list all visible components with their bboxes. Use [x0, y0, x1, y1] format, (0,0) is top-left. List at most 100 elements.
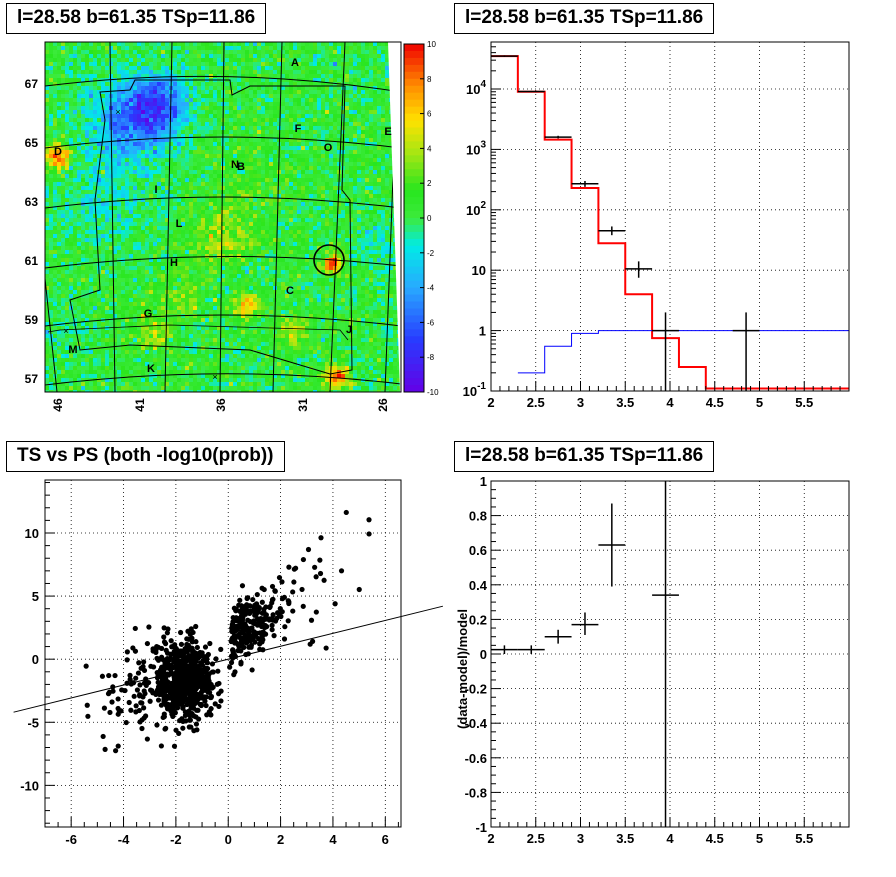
map-pixel — [253, 102, 257, 106]
map-pixel — [137, 262, 141, 266]
map-pixel — [213, 118, 217, 122]
map-pixel — [361, 98, 365, 102]
map-pixel — [205, 250, 209, 254]
map-pixel — [189, 230, 193, 234]
map-pixel — [233, 130, 237, 134]
map-pixel — [325, 158, 329, 162]
map-pixel — [277, 182, 281, 186]
map-pixel — [153, 238, 157, 242]
map-pixel — [237, 74, 241, 78]
map-pixel — [85, 90, 89, 94]
map-pixel — [317, 50, 321, 54]
map-pixel — [137, 226, 141, 230]
map-pixel — [389, 178, 393, 182]
map-pixel — [137, 82, 141, 86]
map-pixel — [357, 138, 361, 142]
map-pixel — [293, 110, 297, 114]
map-pixel — [261, 146, 265, 150]
map-pixel — [197, 86, 201, 90]
map-pixel — [245, 246, 249, 250]
map-pixel — [193, 222, 197, 226]
map-pixel — [85, 150, 89, 154]
map-pixel — [301, 206, 305, 210]
map-pixel — [333, 246, 337, 250]
map-pixel — [253, 70, 257, 74]
map-pixel — [205, 118, 209, 122]
map-pixel — [309, 230, 313, 234]
map-pixel — [101, 118, 105, 122]
map-pixel — [261, 162, 265, 166]
map-pixel — [333, 58, 337, 62]
map-pixel — [233, 226, 237, 230]
map-pixel — [353, 138, 357, 142]
map-pixel — [57, 86, 61, 90]
map-pixel — [301, 214, 305, 218]
map-pixel — [249, 90, 253, 94]
map-pixel — [141, 246, 145, 250]
map-pixel — [157, 202, 161, 206]
map-pixel — [113, 258, 117, 262]
map-pixel — [361, 54, 365, 58]
map-pixel — [73, 118, 77, 122]
map-pixel — [369, 62, 373, 66]
map-pixel — [261, 110, 265, 114]
map-pixel — [149, 110, 153, 114]
map-pixel — [185, 178, 189, 182]
map-pixel — [89, 206, 93, 210]
map-pixel — [121, 82, 125, 86]
map-pixel — [121, 130, 125, 134]
map-pixel — [281, 154, 285, 158]
map-pixel — [301, 146, 305, 150]
map-pixel — [241, 174, 245, 178]
map-pixel — [113, 130, 117, 134]
map-pixel — [349, 114, 353, 118]
map-pixel — [117, 122, 121, 126]
map-pixel — [153, 154, 157, 158]
map-pixel — [149, 234, 153, 238]
map-pixel — [173, 106, 177, 110]
map-pixel — [341, 242, 345, 246]
map-pixel — [353, 170, 357, 174]
map-pixel — [329, 198, 333, 202]
map-pixel — [129, 110, 133, 114]
map-pixel — [321, 94, 325, 98]
map-pixel — [325, 230, 329, 234]
map-pixel — [69, 74, 73, 78]
map-pixel — [253, 142, 257, 146]
map-pixel — [165, 226, 169, 230]
map-pixel — [385, 86, 389, 90]
map-pixel — [269, 214, 273, 218]
map-pixel — [361, 186, 365, 190]
map-pixel — [369, 130, 373, 134]
map-pixel — [349, 74, 353, 78]
map-pixel — [109, 218, 113, 222]
map-pixel — [333, 178, 337, 182]
map-pixel — [109, 198, 113, 202]
map-pixel — [249, 230, 253, 234]
map-pixel — [61, 110, 65, 114]
map-pixel — [281, 170, 285, 174]
map-pixel — [313, 154, 317, 158]
map-pixel — [217, 198, 221, 202]
map-pixel — [205, 134, 209, 138]
map-pixel — [117, 82, 121, 86]
map-pixel — [217, 138, 221, 142]
map-pixel — [361, 214, 365, 218]
map-pixel — [237, 258, 241, 262]
map-pixel — [109, 150, 113, 154]
map-pixel — [177, 106, 181, 110]
map-pixel — [141, 194, 145, 198]
map-pixel — [101, 66, 105, 70]
map-pixel — [97, 206, 101, 210]
map-pixel — [237, 54, 241, 58]
map-pixel — [349, 206, 353, 210]
map-pixel — [229, 206, 233, 210]
map-pixel — [125, 250, 129, 254]
map-pixel — [181, 258, 185, 262]
map-pixel — [297, 94, 301, 98]
map-pixel — [305, 202, 309, 206]
map-pixel — [105, 130, 109, 134]
map-pixel — [345, 206, 349, 210]
map-pixel — [229, 258, 233, 262]
map-pixel — [321, 246, 325, 250]
